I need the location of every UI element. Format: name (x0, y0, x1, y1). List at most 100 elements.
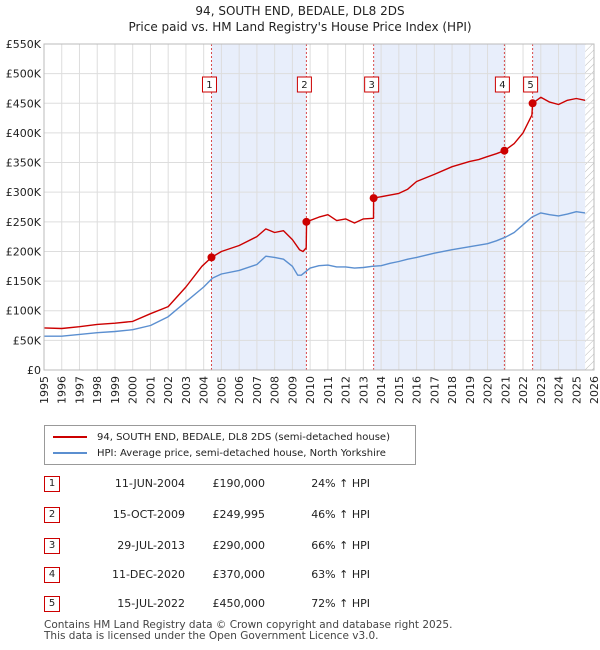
x-tick-label: 2000 (127, 376, 140, 404)
y-tick-label: £500K (6, 68, 42, 81)
x-tick-label: 1996 (56, 376, 69, 404)
x-tick-label: 2011 (322, 376, 335, 404)
shaded-span (211, 44, 307, 370)
footer-attribution: Contains HM Land Registry data © Crown c… (44, 620, 452, 642)
x-tick-label: 2023 (535, 376, 548, 404)
sale-point (302, 217, 311, 226)
event-label: 2 (301, 80, 307, 91)
chart-title: 94, SOUTH END, BEDALE, DL8 2DS (195, 4, 405, 18)
x-tick-label: 2001 (144, 376, 157, 404)
x-tick-label: 2004 (198, 376, 211, 404)
future-hatch (585, 44, 594, 370)
shaded-span (373, 44, 505, 370)
y-tick-label: £350K (6, 157, 42, 170)
x-tick-label: 2015 (393, 376, 406, 404)
x-tick-label: 1999 (109, 376, 122, 404)
sale-hpi-change: 63% ↑ HPI (311, 568, 370, 581)
legend: 94, SOUTH END, BEDALE, DL8 2DS (semi-det… (44, 425, 416, 465)
table-row: 5 15-JUL-2022 £450,000 72% ↑ HPI (0, 596, 600, 614)
x-tick-label: 2003 (180, 376, 193, 404)
sale-number-badge: 5 (44, 596, 60, 612)
footer-line-licence: This data is licensed under the Open Gov… (44, 630, 379, 642)
x-tick-label: 2024 (553, 376, 566, 404)
sale-price: £370,000 (212, 568, 266, 581)
x-tick-label: 2019 (464, 376, 477, 404)
sale-point (500, 146, 509, 155)
x-tick-label: 1995 (38, 376, 51, 404)
y-tick-label: £0 (27, 364, 41, 377)
event-label: 4 (499, 80, 505, 91)
sale-date: 11-DEC-2020 (111, 568, 185, 581)
chart-title-block: 94, SOUTH END, BEDALE, DL8 2DS Price pai… (0, 3, 600, 35)
event-label: 5 (527, 80, 533, 91)
table-row: 1 11-JUN-2004 £190,000 24% ↑ HPI (0, 476, 600, 494)
event-label-box (296, 76, 312, 93)
table-row: 4 11-DEC-2020 £370,000 63% ↑ HPI (0, 567, 600, 585)
x-tick-label: 1998 (91, 376, 104, 404)
y-tick-label: £400K (6, 127, 42, 140)
y-tick-label: £250K (6, 216, 42, 229)
sale-hpi-change: 24% ↑ HPI (311, 477, 370, 490)
event-label-box (523, 76, 539, 93)
x-tick-label: 2017 (428, 376, 441, 404)
table-row: 3 29-JUL-2013 £290,000 66% ↑ HPI (0, 538, 600, 556)
legend-label-property: 94, SOUTH END, BEDALE, DL8 2DS (semi-det… (97, 431, 390, 443)
legend-item-hpi: HPI: Average price, semi-detached house,… (53, 445, 386, 461)
y-tick-label: £550K (6, 38, 42, 51)
plot-frame (43, 43, 595, 371)
sale-point (369, 194, 378, 203)
x-tick-label: 2007 (251, 376, 264, 404)
x-tick-label: 2005 (215, 376, 228, 404)
y-tick-label: £50K (13, 334, 42, 347)
y-tick-label: £100K (6, 305, 42, 318)
x-tick-label: 2022 (517, 376, 530, 404)
legend-item-property: 94, SOUTH END, BEDALE, DL8 2DS (semi-det… (53, 429, 390, 445)
sale-date: 15-OCT-2009 (112, 508, 185, 521)
event-label-box (494, 76, 510, 93)
x-tick-label: 2009 (286, 376, 299, 404)
x-tick-label: 2025 (570, 376, 583, 404)
event-label-box (201, 76, 217, 93)
x-tick-label: 2014 (375, 376, 388, 404)
sale-number-badge: 2 (44, 507, 60, 523)
series-line-property (43, 96, 586, 330)
sale-price: £290,000 (212, 539, 266, 552)
sale-price: £190,000 (212, 477, 266, 490)
x-tick-label: 2013 (357, 376, 370, 404)
x-tick-label: 2021 (499, 376, 512, 404)
sale-date: 11-JUN-2004 (114, 477, 185, 490)
y-tick-label: £450K (6, 97, 42, 110)
x-tick-label: 1997 (73, 376, 86, 404)
event-label-box (364, 76, 380, 93)
table-row: 2 15-OCT-2009 £249,995 46% ↑ HPI (0, 507, 600, 525)
sale-hpi-change: 72% ↑ HPI (311, 597, 370, 610)
event-label: 3 (368, 80, 374, 91)
sale-price: £249,995 (212, 508, 266, 521)
sale-price: £450,000 (212, 597, 266, 610)
legend-label-hpi: HPI: Average price, semi-detached house,… (97, 447, 386, 459)
event-label: 1 (206, 80, 212, 91)
sale-hpi-change: 46% ↑ HPI (311, 508, 370, 521)
y-tick-label: £200K (6, 245, 42, 258)
sale-number-badge: 4 (44, 567, 60, 583)
x-tick-label: 2018 (446, 376, 459, 404)
x-tick-label: 2006 (233, 376, 246, 404)
series-line-hpi (44, 211, 586, 337)
footer-line-copyright: Contains HM Land Registry data © Crown c… (44, 619, 453, 631)
sale-point (528, 99, 537, 108)
y-tick-label: £150K (6, 275, 42, 288)
x-tick-label: 2010 (304, 376, 317, 404)
chart: 1 2 3 4 5 £0 £50K £100K £150K £200K £250K £300K £350… (6, 38, 600, 404)
sale-point (207, 253, 216, 262)
chart-subtitle: Price paid vs. HM Land Registry's House … (128, 20, 472, 34)
x-tick-label: 2012 (340, 376, 353, 404)
sale-date: 29-JUL-2013 (117, 539, 185, 552)
sale-date: 15-JUL-2022 (117, 597, 185, 610)
x-tick-label: 2020 (482, 376, 495, 404)
sale-number-badge: 3 (44, 538, 60, 554)
legend-swatch-property (53, 436, 87, 438)
legend-swatch-hpi (53, 452, 87, 454)
sale-number-badge: 1 (44, 476, 60, 492)
x-tick-label: 2002 (162, 376, 175, 404)
x-tick-label: 2016 (411, 376, 424, 404)
